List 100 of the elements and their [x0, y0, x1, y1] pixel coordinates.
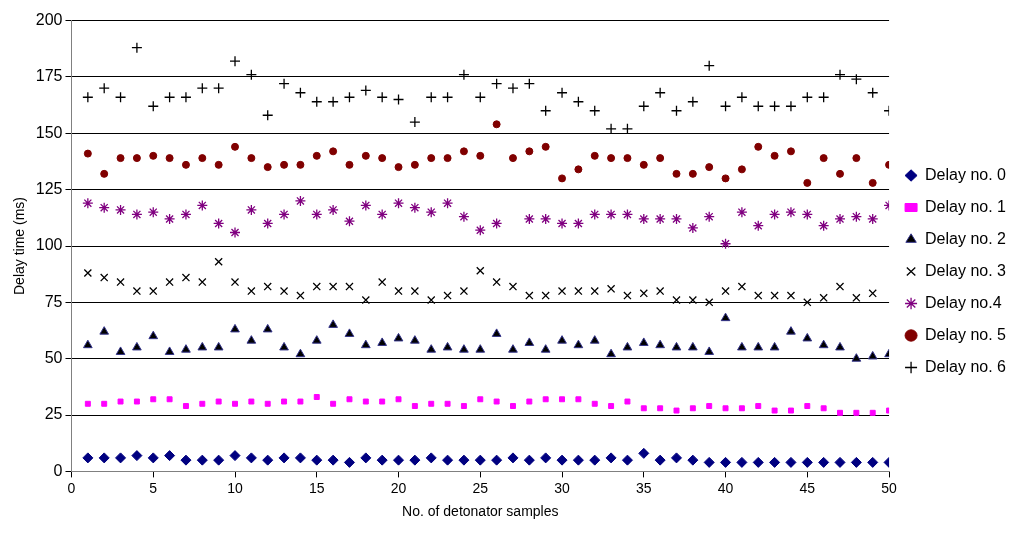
point [507, 452, 519, 464]
point [441, 197, 454, 209]
point [98, 452, 110, 464]
point [442, 341, 453, 351]
point [443, 291, 452, 300]
point [132, 341, 142, 351]
point [737, 165, 746, 174]
point [409, 116, 421, 128]
point [181, 273, 191, 282]
point [459, 147, 468, 156]
legend-label: Delay no. 0 [925, 165, 1007, 183]
point [802, 332, 813, 342]
point [360, 84, 372, 97]
point [327, 96, 339, 108]
point [459, 286, 469, 296]
point [245, 204, 258, 216]
point [213, 82, 225, 94]
point [181, 344, 191, 353]
point [556, 87, 568, 99]
point [230, 323, 240, 333]
point [770, 291, 779, 300]
point [672, 295, 681, 305]
point [850, 73, 863, 85]
point [737, 282, 747, 291]
point [490, 217, 503, 230]
point [819, 154, 828, 163]
point [246, 335, 257, 344]
point [409, 454, 421, 466]
point [768, 100, 781, 112]
point [654, 454, 666, 466]
point [474, 224, 486, 236]
point [869, 409, 876, 416]
point [409, 202, 421, 214]
point [395, 396, 402, 403]
point [524, 337, 535, 346]
point [131, 208, 143, 221]
point [296, 160, 305, 169]
point [393, 332, 404, 342]
point [327, 454, 339, 466]
point [247, 154, 256, 163]
point [197, 341, 208, 351]
point [572, 454, 584, 466]
point [670, 105, 683, 117]
point [165, 154, 174, 163]
point [100, 169, 109, 178]
point [425, 206, 437, 218]
point [624, 398, 631, 405]
x-tick-label: 20 [390, 479, 407, 496]
point [851, 353, 862, 362]
point [441, 91, 454, 103]
point [346, 396, 353, 403]
point [672, 169, 681, 178]
point [376, 91, 388, 103]
point [736, 206, 748, 218]
y-tick-label: 50 [44, 349, 63, 367]
point [852, 154, 861, 163]
point [705, 163, 714, 172]
point [114, 91, 127, 103]
point [671, 452, 682, 464]
point [589, 208, 601, 221]
point [444, 400, 451, 407]
point [328, 319, 338, 328]
point [670, 213, 683, 225]
point [656, 154, 665, 163]
point [394, 163, 403, 172]
point [736, 91, 748, 103]
y-tick-label: 100 [35, 236, 63, 254]
point [428, 400, 435, 407]
point [410, 160, 419, 169]
point [425, 91, 437, 103]
point [229, 226, 241, 239]
point [294, 452, 306, 464]
point [313, 394, 320, 400]
point [850, 456, 862, 468]
point [638, 337, 649, 346]
point [818, 91, 830, 103]
point [180, 208, 192, 221]
point [508, 282, 518, 291]
point [214, 257, 223, 266]
point [542, 396, 549, 403]
point [687, 222, 699, 234]
point [343, 91, 356, 103]
point [804, 403, 811, 410]
point [442, 454, 454, 466]
point [180, 454, 192, 466]
point [752, 100, 764, 112]
point [720, 456, 732, 468]
point [280, 160, 289, 169]
point [427, 154, 436, 163]
point [165, 277, 174, 287]
point [590, 286, 599, 296]
legend-label: Delay no. 1 [925, 197, 1007, 215]
point [721, 286, 730, 296]
point [377, 277, 387, 287]
point [460, 403, 467, 410]
point [116, 277, 125, 287]
point [556, 217, 568, 230]
point [198, 154, 207, 163]
point [607, 154, 616, 163]
point [834, 456, 846, 468]
